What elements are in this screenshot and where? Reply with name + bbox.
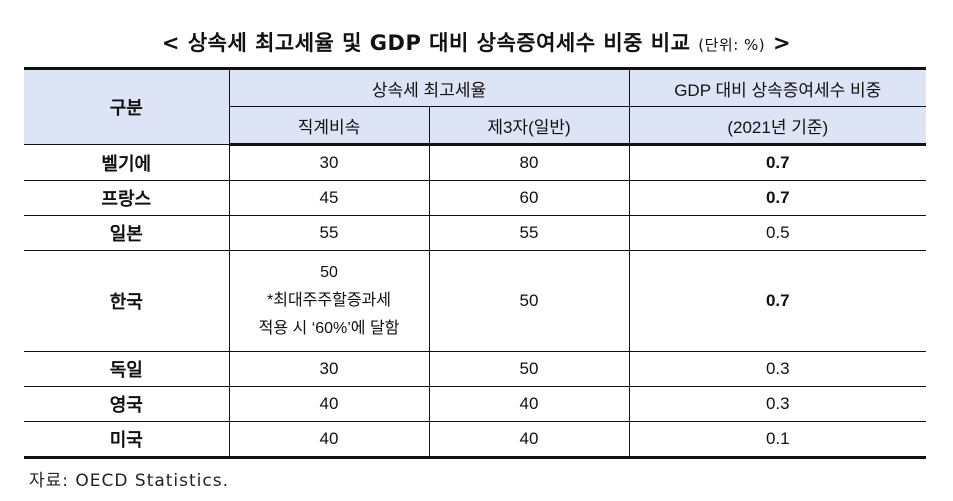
country-cell: 한국 <box>24 250 230 352</box>
gdp-share-cell: 0.3 <box>628 386 927 422</box>
direct-rate-note-2: 적용 시 ‘60%’에 달함 <box>258 320 400 337</box>
third-party-rate-cell: 40 <box>428 421 630 459</box>
direct-rate-cell: 40 <box>228 386 430 422</box>
direct-rate-cell: 30 <box>228 351 430 387</box>
direct-rate-note-1: *최대주주할증과세 <box>267 292 391 309</box>
direct-rate-cell: 45 <box>228 180 430 216</box>
third-party-rate-cell: 50 <box>428 250 630 352</box>
country-cell: 프랑스 <box>24 180 230 216</box>
third-party-rate-cell: 80 <box>428 144 630 181</box>
header-gdp-share-year: (2021년 기준) <box>628 106 927 146</box>
header-gdp-share: GDP 대비 상속증여세수 비중 <box>628 67 927 107</box>
country-cell: 일본 <box>24 215 230 251</box>
third-party-rate-cell: 60 <box>428 180 630 216</box>
title-close: > <box>765 31 792 55</box>
gdp-share-cell: 0.7 <box>628 144 927 181</box>
direct-rate-cell: 30 <box>228 144 430 181</box>
gdp-share-cell: 0.7 <box>628 180 927 216</box>
header-direct-descendant: 직계비속 <box>229 106 430 146</box>
header-top-rate-group: 상속세 최고세율 <box>228 67 630 107</box>
title-unit: (단위: %) <box>698 36 766 54</box>
table-row: 일본 55 55 0.5 <box>24 215 927 251</box>
source-note: 자료: OECD Statistics. <box>29 471 230 491</box>
direct-rate-value: 50 <box>320 264 338 281</box>
country-cell: 독일 <box>24 351 230 387</box>
table-title: < 상속세 최고세율 및 GDP 대비 상속증여세수 비중 비교 (단위: %)… <box>0 27 953 57</box>
country-cell: 영국 <box>24 386 230 422</box>
country-cell: 미국 <box>24 421 230 459</box>
table-row: 독일 30 50 0.3 <box>24 351 927 387</box>
header-category: 구분 <box>24 67 230 145</box>
gdp-share-cell: 0.1 <box>628 421 927 459</box>
table-row: 영국 40 40 0.3 <box>24 386 927 422</box>
country-cell: 벨기에 <box>24 144 230 181</box>
direct-rate-cell: 40 <box>228 421 430 459</box>
direct-rate-cell: 55 <box>228 215 430 251</box>
table-row: 미국 40 40 0.1 <box>24 421 927 459</box>
comparison-table: 구분 상속세 최고세율 GDP 대비 상속증여세수 비중 직계비속 제3자(일반… <box>24 67 927 459</box>
third-party-rate-cell: 50 <box>428 351 630 387</box>
table-row: 벨기에 30 80 0.7 <box>24 144 927 181</box>
gdp-share-cell: 0.5 <box>628 215 927 251</box>
gdp-share-cell: 0.7 <box>628 250 927 352</box>
title-main: < 상속세 최고세율 및 GDP 대비 상속증여세수 비중 비교 <box>161 31 691 55</box>
table-row: 프랑스 45 60 0.7 <box>24 180 927 216</box>
gdp-share-cell: 0.3 <box>628 351 927 387</box>
table-row: 한국 50 *최대주주할증과세 적용 시 ‘60%’에 달함 50 0.7 <box>24 250 927 352</box>
third-party-rate-cell: 55 <box>428 215 630 251</box>
direct-rate-cell: 50 *최대주주할증과세 적용 시 ‘60%’에 달함 <box>228 250 430 352</box>
third-party-rate-cell: 40 <box>428 386 630 422</box>
header-third-party: 제3자(일반) <box>428 106 630 146</box>
